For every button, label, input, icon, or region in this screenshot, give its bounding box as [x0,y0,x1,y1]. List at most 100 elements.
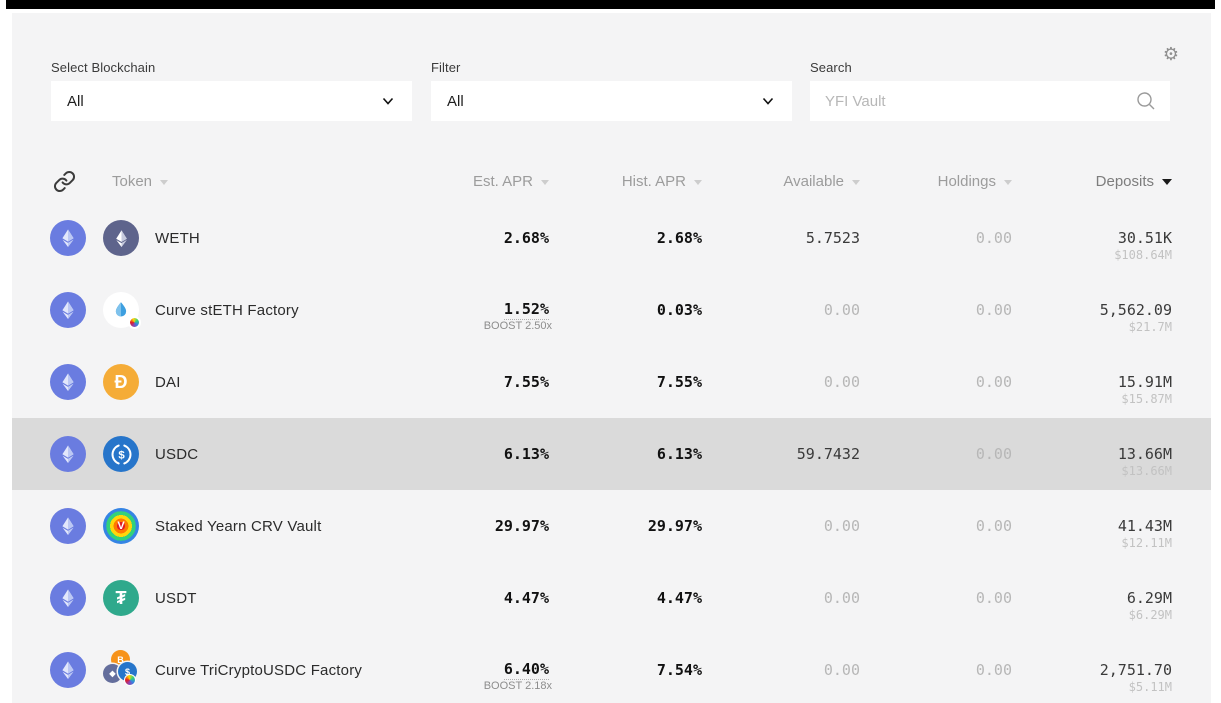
deposits-value: 13.66M [1117,445,1172,463]
est-apr-value: 1.52% [503,300,549,320]
vault-row-dai[interactable]: Đ DAI 7.55% 7.55% 0.00 0.00 15.91M $15.87… [12,346,1211,418]
vault-row-usdc[interactable]: $ USDC 6.13% 6.13% 59.7432 0.00 13.66M $1… [12,418,1211,490]
filter-field: Filter All [431,60,792,121]
deposits-usd-value: $21.7M [1128,320,1172,334]
column-header-available[interactable]: Available [702,173,860,190]
tricrypto-token-icon: B ◆ $ [103,650,139,688]
yearn-crv-token-icon: V [103,508,139,544]
deposits-value: 30.51K [1117,229,1172,247]
column-header-token[interactable]: Token [112,172,153,190]
blockchain-selected-value: All [67,92,84,110]
available-value: 5.7523 [805,229,860,247]
blockchain-label: Select Blockchain [51,60,156,75]
curve-mini-icon [124,674,136,686]
search-input[interactable] [810,81,1170,121]
eth-mini-icon: ◆ [103,664,122,683]
est-apr-value: 6.40% [503,660,549,680]
vault-row-usdt[interactable]: ₮ USDT 4.47% 4.47% 0.00 0.00 6.29M $6.29M [12,562,1211,634]
deposits-usd-value: $6.29M [1128,608,1172,622]
hist-apr-value: 2.68% [656,229,702,247]
token-name: Curve stETH Factory [155,301,299,319]
search-label: Search [810,60,852,75]
available-value: 0.00 [823,373,860,391]
sort-triangle-icon [852,179,860,185]
holdings-value: 0.00 [975,301,1012,319]
est-apr-value: 29.97% [494,517,549,535]
deposits-value: 41.43M [1117,517,1172,535]
column-header-est-apr[interactable]: Est. APR [420,173,549,190]
vault-row-weth[interactable]: WETH 2.68% 2.68% 5.7523 0.00 30.51K $108.… [12,202,1211,274]
filter-select[interactable]: All [431,81,792,121]
deposits-value: 5,562.09 [1099,301,1172,319]
boost-label: BOOST 2.18x [483,680,552,692]
sort-triangle-icon [541,179,549,185]
token-name: WETH [155,229,200,247]
sort-triangle-icon [1004,179,1012,185]
token-name: USDT [155,589,197,607]
usdt-token-icon: ₮ [103,580,139,616]
blockchain-field: Select Blockchain All [51,60,412,121]
search-field: Search [810,60,1170,121]
vault-row-curve-tricrypto-usdc[interactable]: B ◆ $ Curve TriCryptoUSDC Factory 6.40% … [12,634,1211,703]
column-header-holdings[interactable]: Holdings [860,173,1012,190]
sort-triangle-icon [694,179,702,185]
ethereum-network-icon [50,436,86,472]
top-black-bar [6,0,1215,9]
chevron-down-icon [382,97,394,105]
column-header-deposits[interactable]: Deposits [1012,173,1172,190]
search-icon [1137,92,1155,110]
ethereum-network-icon [50,652,86,688]
deposits-usd-value: $5.11M [1128,680,1172,694]
available-value: 0.00 [823,589,860,607]
ethereum-network-icon [50,220,86,256]
deposits-value: 6.29M [1126,589,1172,607]
vault-row-curve-steth[interactable]: Curve stETH Factory 1.52% BOOST 2.50x 0.… [12,274,1211,346]
hist-apr-value: 0.03% [656,301,702,319]
hist-apr-value: 7.54% [656,661,702,679]
ethereum-network-icon [50,364,86,400]
hist-apr-value: 4.47% [656,589,702,607]
filter-label: Filter [431,60,461,75]
available-value: 59.7432 [796,445,860,463]
hist-apr-value: 29.97% [647,517,702,535]
deposits-value: 2,751.70 [1099,661,1172,679]
table-header: Token Est. APR Hist. APR Available Holdi… [12,160,1211,202]
hist-apr-value: 7.55% [656,373,702,391]
ethereum-network-icon [50,580,86,616]
ethereum-network-icon [50,292,86,328]
est-apr-value: 7.55% [503,373,549,391]
est-apr-value: 2.68% [503,229,549,247]
weth-token-icon [103,220,139,256]
vaults-panel: Select Blockchain All Filter All Search … [12,13,1211,703]
holdings-value: 0.00 [975,661,1012,679]
holdings-value: 0.00 [975,445,1012,463]
est-apr-value: 6.13% [503,445,549,463]
deposits-value: 15.91M [1117,373,1172,391]
steth-token-icon [103,292,141,329]
token-name: USDC [155,445,199,463]
deposits-usd-value: $12.11M [1121,536,1172,550]
sort-triangle-active-icon [1162,179,1172,185]
holdings-value: 0.00 [975,373,1012,391]
usdc-token-icon: $ [103,436,139,472]
blockchain-select[interactable]: All [51,81,412,121]
column-header-hist-apr[interactable]: Hist. APR [549,173,702,190]
filter-selected-value: All [447,92,464,110]
token-name: Curve TriCryptoUSDC Factory [155,661,363,679]
vault-rows: WETH 2.68% 2.68% 5.7523 0.00 30.51K $108.… [12,202,1211,703]
chain-link-icon[interactable] [53,170,76,193]
settings-gear-icon[interactable]: ⚙ [1159,42,1183,66]
sort-triangle-icon [160,179,169,185]
holdings-value: 0.00 [975,229,1012,247]
hist-apr-value: 6.13% [656,445,702,463]
available-value: 0.00 [823,517,860,535]
vault-row-staked-yearn-crv[interactable]: V Staked Yearn CRV Vault 29.97% 29.97% 0… [12,490,1211,562]
holdings-value: 0.00 [975,517,1012,535]
chevron-down-icon [762,97,774,105]
deposits-usd-value: $108.64M [1114,248,1172,262]
est-apr-value: 4.47% [503,589,549,607]
token-name: Staked Yearn CRV Vault [155,517,322,535]
boost-label: BOOST 2.50x [483,320,552,332]
available-value: 0.00 [823,301,860,319]
